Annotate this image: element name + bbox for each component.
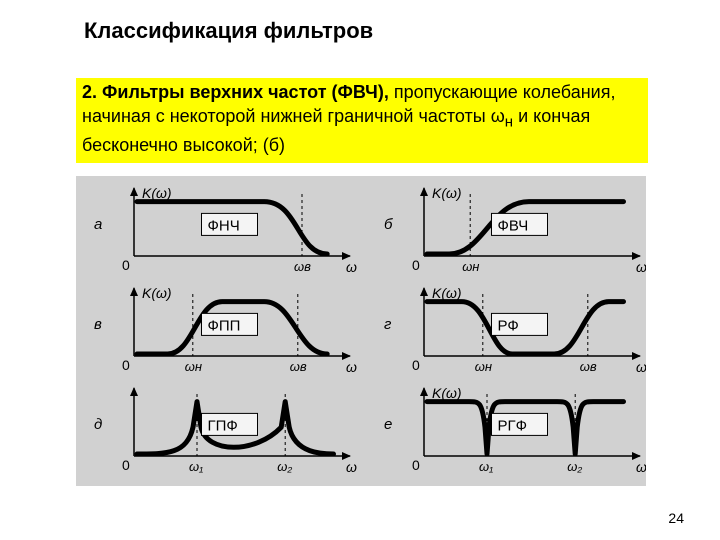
panel-row-label-g: г [384,316,392,333]
desc-sub: н [505,114,513,131]
zero-label-d: 0 [122,457,130,473]
filter-label-v: ФПП [208,317,241,334]
ylabel-e: K(ω) [432,385,462,401]
filter-label-g: РФ [498,317,519,334]
filter-label-e: РГФ [498,417,528,434]
filter-label-d: ГПФ [208,417,238,434]
xlabel-g: ω [636,359,646,375]
page-number: 24 [668,510,684,526]
mark-label-g-1: ωв [580,359,597,374]
filter-figure: а K(ω) 0 ω ωв ФНЧ б K(ω) 0 ω ωн ФВЧ в K(ω) 0 ω ωн ωв ФПП г K… [76,176,646,486]
mark-label-g-0: ωн [475,359,492,374]
panel-row-label-e: е [384,416,392,433]
panel-row-label-v: в [94,316,102,333]
filter-svg: а K(ω) 0 ω ωв ФНЧ б K(ω) 0 ω ωн ФВЧ в K(ω) 0 ω ωн ωв ФПП г K… [76,176,646,486]
ylabel-a: K(ω) [142,185,172,201]
mark-label-d-0: ω₁ [189,459,203,474]
mark-label-b-0: ωн [462,259,479,274]
mark-label-e-1: ω₂ [567,459,582,474]
panel-row-label-b: б [384,216,393,233]
mark-label-d-1: ω₂ [277,459,292,474]
zero-label-a: 0 [122,257,130,273]
title-text: Классификация фильтров [84,18,373,43]
page-title: Классификация фильтров [84,18,373,44]
ylabel-b: K(ω) [432,185,462,201]
xlabel-d: ω [346,459,357,475]
mark-label-v-1: ωв [290,359,307,374]
filter-label-a: ФНЧ [208,217,240,234]
zero-label-v: 0 [122,357,130,373]
xlabel-e: ω [636,459,646,475]
fig-bg [76,176,646,486]
mark-label-a-0: ωв [294,259,311,274]
filter-label-b: ФВЧ [498,217,529,234]
zero-label-e: 0 [412,457,420,473]
page-number-text: 24 [668,510,684,526]
ylabel-g: K(ω) [432,285,462,301]
xlabel-b: ω [636,259,646,275]
ylabel-v: K(ω) [142,285,172,301]
panel-row-label-a: а [94,216,102,233]
desc-bold: 2. Фильтры верхних частот (ФВЧ), [82,82,389,102]
zero-label-b: 0 [412,257,420,273]
description-box: 2. Фильтры верхних частот (ФВЧ), пропуск… [76,78,648,163]
xlabel-a: ω [346,259,357,275]
mark-label-v-0: ωн [185,359,202,374]
zero-label-g: 0 [412,357,420,373]
xlabel-v: ω [346,359,357,375]
panel-row-label-d: д [94,416,102,433]
mark-label-e-0: ω₁ [479,459,493,474]
